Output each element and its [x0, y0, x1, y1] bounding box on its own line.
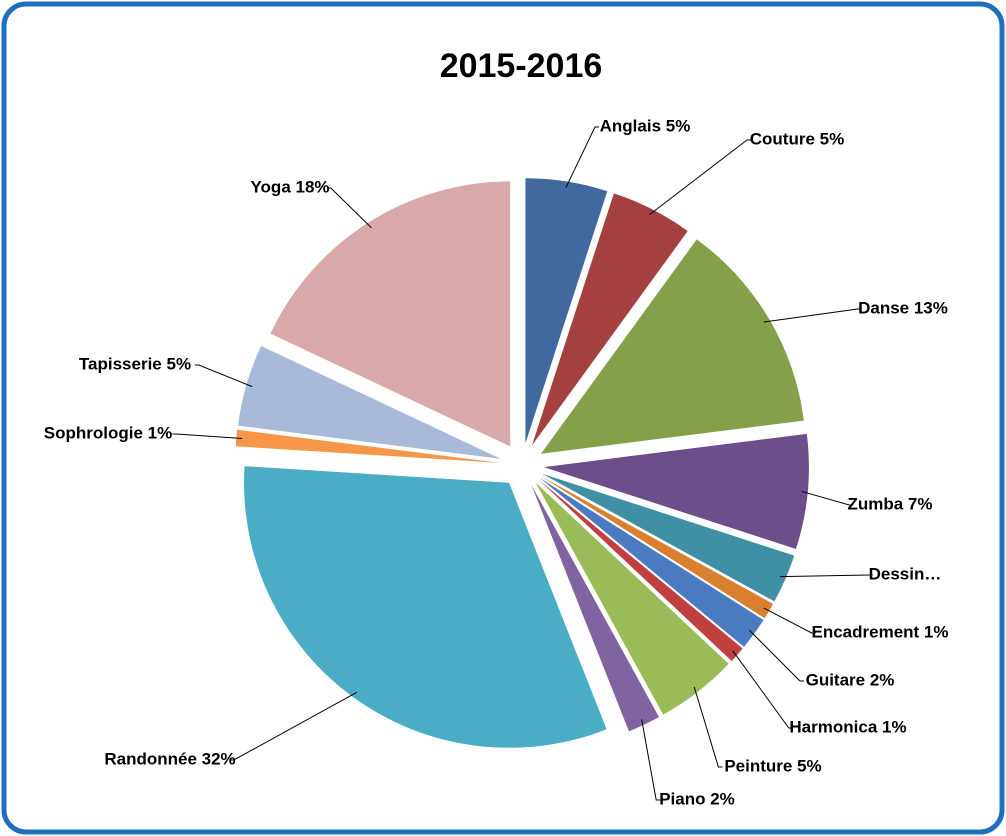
data-label: Zumba 7% — [847, 494, 932, 513]
pie-slice — [525, 178, 608, 444]
data-label: Encadrement 1% — [812, 622, 949, 641]
pie-slice — [540, 476, 774, 619]
data-label: Piano 2% — [659, 789, 735, 808]
data-label: Peinture 5% — [724, 756, 821, 775]
leader-line — [641, 719, 661, 801]
data-label: Dessin… — [869, 564, 942, 583]
data-label: Harmonica 1% — [789, 717, 906, 736]
pie-slice — [270, 181, 511, 447]
leader-line — [693, 686, 723, 768]
leader-line — [763, 607, 816, 634]
leader-line — [194, 364, 253, 388]
pie-slice — [538, 479, 743, 661]
pie-slice — [237, 346, 501, 459]
data-label: Danse 13% — [858, 298, 948, 317]
pie-slice — [235, 429, 501, 463]
leader-line — [326, 187, 372, 229]
pie-slice — [531, 484, 660, 732]
data-label: Sophrologie 1% — [44, 423, 172, 442]
leader-line — [565, 126, 599, 188]
data-label: Anglais 5% — [600, 116, 691, 135]
data-label: Couture 5% — [750, 129, 844, 148]
pie-slice — [244, 466, 607, 748]
pie-slice — [539, 477, 764, 647]
data-label: Yoga 18% — [250, 177, 329, 196]
pie-slice — [542, 473, 795, 602]
pie-slice — [535, 482, 729, 715]
leader-line — [172, 433, 243, 440]
pie-slice — [543, 433, 809, 549]
leader-line — [229, 691, 358, 761]
leader-line — [732, 650, 793, 729]
chart-title: 2015-2016 — [440, 47, 603, 85]
pie-slice — [540, 239, 804, 454]
data-label: Tapisserie 5% — [79, 354, 191, 373]
data-label: Guitare 2% — [806, 670, 895, 689]
leader-line — [748, 629, 804, 682]
leader-line — [801, 490, 854, 506]
pie-slice — [531, 193, 688, 446]
leader-line — [763, 308, 862, 323]
data-label: Randonnée 32% — [104, 749, 235, 768]
leader-line — [779, 574, 873, 578]
leader-line — [649, 139, 751, 216]
